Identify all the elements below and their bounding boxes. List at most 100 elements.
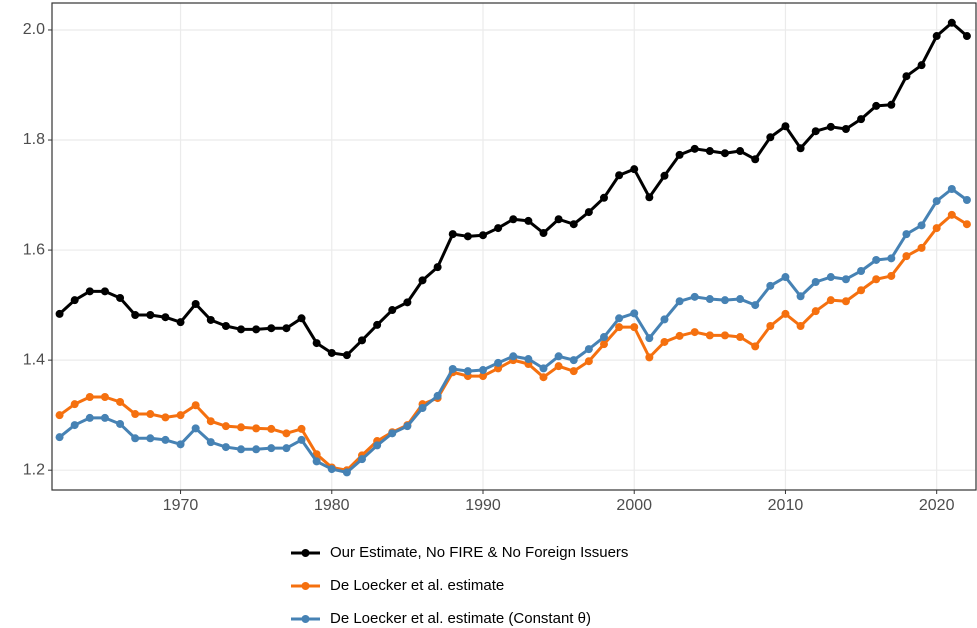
- data-point: [675, 150, 684, 159]
- data-point: [342, 351, 351, 360]
- data-point: [630, 309, 639, 318]
- data-point: [206, 438, 215, 447]
- data-point: [85, 393, 94, 402]
- data-point: [841, 125, 850, 134]
- data-point: [645, 193, 654, 202]
- plot-border: [51, 2, 977, 491]
- data-point: [176, 318, 185, 327]
- x-tick-label: 1990: [465, 497, 501, 514]
- data-point: [327, 348, 336, 357]
- data-point: [630, 323, 639, 332]
- data-point: [902, 230, 911, 239]
- legend-label: De Loecker et al. estimate (Constant θ): [330, 610, 591, 627]
- data-point: [811, 307, 820, 316]
- data-point: [85, 287, 94, 296]
- data-point: [131, 434, 140, 443]
- data-point: [494, 358, 503, 367]
- data-point: [705, 331, 714, 340]
- data-point: [811, 127, 820, 136]
- data-point: [161, 435, 170, 444]
- data-point: [736, 295, 745, 304]
- data-point: [539, 229, 548, 238]
- data-point: [100, 413, 109, 422]
- data-point: [191, 300, 200, 309]
- data-point: [947, 210, 956, 219]
- data-point: [841, 297, 850, 306]
- legend-point: [301, 615, 310, 623]
- data-point: [100, 393, 109, 402]
- data-point: [373, 441, 382, 450]
- data-point: [932, 197, 941, 206]
- data-point: [282, 429, 291, 438]
- data-point: [872, 275, 881, 284]
- x-tick-label: 2000: [616, 497, 652, 514]
- data-point: [494, 224, 503, 233]
- data-point: [206, 417, 215, 426]
- y-tick-label: 1.6: [23, 241, 45, 258]
- data-point: [751, 155, 760, 164]
- data-point: [509, 352, 518, 361]
- data-point: [554, 352, 563, 361]
- data-point: [675, 297, 684, 306]
- data-point: [720, 331, 729, 340]
- data-point: [116, 419, 125, 428]
- data-point: [146, 434, 155, 443]
- legend-point: [301, 549, 310, 557]
- data-point: [312, 457, 321, 466]
- data-point: [690, 328, 699, 337]
- data-point: [116, 293, 125, 302]
- data-point: [221, 422, 230, 431]
- data-point: [433, 263, 442, 272]
- data-point: [358, 455, 367, 464]
- data-point: [584, 345, 593, 354]
- data-point: [221, 322, 230, 331]
- data-point: [161, 313, 170, 322]
- data-point: [660, 171, 669, 180]
- data-point: [645, 334, 654, 343]
- data-point: [463, 367, 472, 376]
- data-point: [857, 286, 866, 295]
- data-point: [599, 340, 608, 349]
- data-point: [554, 215, 563, 224]
- data-point: [917, 221, 926, 230]
- data-point: [524, 216, 533, 225]
- data-point: [237, 445, 246, 454]
- data-point: [766, 322, 775, 331]
- data-point: [569, 356, 578, 365]
- data-point: [524, 355, 533, 364]
- data-point: [418, 404, 427, 413]
- data-point: [55, 411, 64, 420]
- legend-label: De Loecker et al. estimate: [330, 577, 504, 594]
- data-point: [342, 468, 351, 477]
- y-tick-label: 1.8: [23, 131, 45, 148]
- data-point: [872, 255, 881, 264]
- data-point: [448, 230, 457, 239]
- x-tick-label: 1970: [163, 497, 199, 514]
- data-point: [312, 339, 321, 348]
- data-point: [887, 271, 896, 280]
- data-point: [615, 314, 624, 323]
- data-point: [176, 411, 185, 420]
- data-point: [781, 122, 790, 131]
- data-point: [720, 149, 729, 158]
- data-point: [811, 277, 820, 286]
- data-point: [751, 342, 760, 351]
- data-point: [736, 333, 745, 342]
- data-point: [267, 444, 276, 453]
- data-point: [947, 18, 956, 27]
- data-point: [176, 440, 185, 449]
- data-point: [660, 315, 669, 324]
- data-point: [962, 32, 971, 41]
- data-point: [539, 373, 548, 382]
- data-point: [720, 296, 729, 305]
- data-point: [796, 144, 805, 153]
- data-point: [191, 401, 200, 410]
- data-point: [85, 413, 94, 422]
- data-point: [55, 309, 64, 318]
- data-point: [478, 231, 487, 240]
- data-point: [917, 61, 926, 70]
- data-point: [766, 133, 775, 142]
- data-point: [70, 400, 79, 409]
- data-point: [221, 443, 230, 452]
- data-point: [887, 254, 896, 263]
